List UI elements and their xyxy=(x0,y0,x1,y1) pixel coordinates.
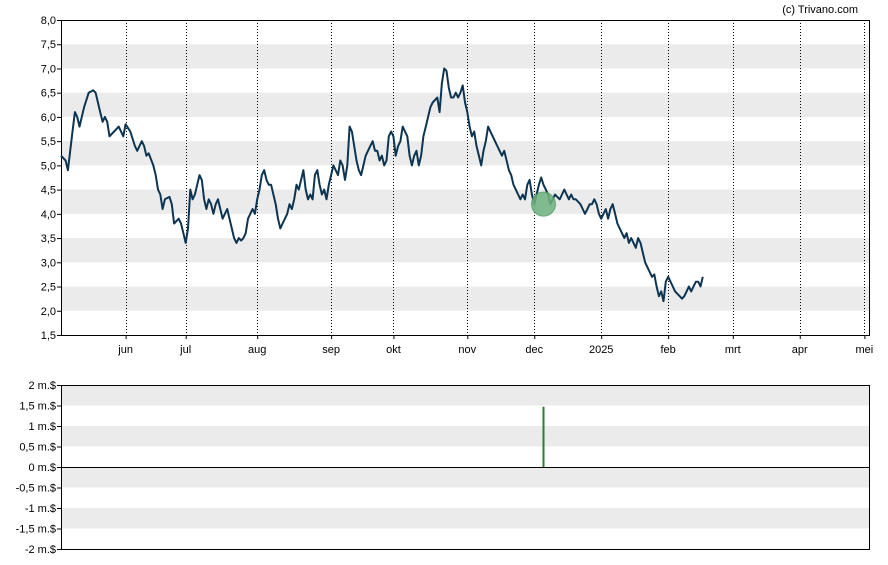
x-tick-label: apr xyxy=(792,344,808,356)
volume-y-tick-label: -2 m.$ xyxy=(25,544,56,556)
price-y-tick-label: 3,0 xyxy=(41,257,56,269)
x-tick-label: 2025 xyxy=(589,344,613,356)
price-panel: 1,5 2,0 2,5 3,0 3,5 4,0 4,5 5,0 5,5 6,0 6,5 7,0 7,5 8… xyxy=(41,15,874,356)
x-tick-label: feb xyxy=(661,344,676,356)
volume-y-tick-label: 1 m.$ xyxy=(28,421,56,433)
x-tick-label: mei xyxy=(856,344,874,356)
price-y-tick-label: 6,0 xyxy=(41,112,56,124)
volume-y-tick-label: -1,5 m.$ xyxy=(16,524,56,536)
x-tick-label: sep xyxy=(322,344,340,356)
volume-band xyxy=(61,385,869,406)
price-y-tick-label: 8,0 xyxy=(41,15,56,27)
price-y-tick-label: 2,5 xyxy=(41,282,56,294)
x-tick-label: nov xyxy=(458,344,476,356)
event-marker xyxy=(530,191,556,217)
x-tick-label: aug xyxy=(248,344,266,356)
price-y-tick-label: 7,0 xyxy=(41,63,56,75)
price-line xyxy=(60,67,704,303)
volume-band xyxy=(61,508,869,529)
price-y-tick-label: 4,5 xyxy=(41,185,56,197)
price-y-tick-label: 5,5 xyxy=(41,136,56,148)
x-tick-label: dec xyxy=(525,344,543,356)
volume-y-tick-label: -1 m.$ xyxy=(25,503,56,515)
volume-y-tick-label: 0,5 m.$ xyxy=(19,442,56,454)
price-band xyxy=(61,189,869,214)
price-y-tick-label: 2,0 xyxy=(41,306,56,318)
credit-label: (c) Trivano.com xyxy=(782,4,858,16)
volume-panel: -2 m.$ -1,5 m.$ -1 m.$ -0,5 m.$ 0 m.$ 0,5 m.$… xyxy=(16,380,870,556)
price-y-tick-label: 5,0 xyxy=(41,160,56,172)
price-band xyxy=(61,238,869,263)
volume-y-tick-label: 1,5 m.$ xyxy=(19,401,56,413)
price-y-tick-label: 3,5 xyxy=(41,233,56,245)
price-y-tick-label: 6,5 xyxy=(41,88,56,100)
price-y-tick-label: 7,5 xyxy=(41,39,56,51)
volume-y-tick-label: 2 m.$ xyxy=(28,380,56,392)
volume-band xyxy=(61,467,869,488)
volume-y-tick-label: -0,5 m.$ xyxy=(16,483,56,495)
x-tick-label: jun xyxy=(117,344,133,356)
price-band xyxy=(61,141,869,166)
x-tick-label: mrt xyxy=(725,344,741,356)
price-y-tick-label: 4,0 xyxy=(41,209,56,221)
volume-band xyxy=(61,426,869,447)
x-tick-label: jul xyxy=(179,344,191,356)
price-frame xyxy=(61,20,870,336)
price-band xyxy=(61,44,869,69)
price-y-tick-label: 1,5 xyxy=(41,330,56,342)
volume-y-tick-label: 0 m.$ xyxy=(28,462,56,474)
price-band xyxy=(61,286,869,311)
x-tick-label: okt xyxy=(386,344,401,356)
